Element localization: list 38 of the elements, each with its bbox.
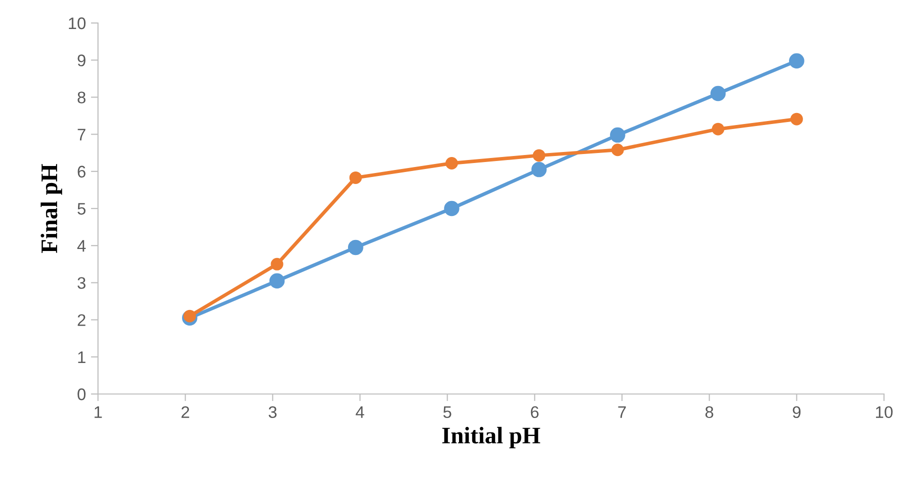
point	[349, 171, 362, 184]
point	[611, 144, 624, 156]
x-tick-label: 7	[618, 406, 626, 418]
point	[712, 122, 724, 136]
point	[270, 258, 284, 270]
y-axis-title: Final pH	[40, 164, 62, 254]
x-tick-label: 9	[792, 406, 801, 418]
y-tick-label: 8	[78, 92, 86, 104]
x-tick-label: 8	[705, 406, 714, 418]
point	[444, 200, 460, 216]
x-tick-label: 5	[443, 406, 452, 418]
point	[269, 273, 285, 288]
y-tick-label: 3	[78, 277, 86, 289]
point	[789, 53, 804, 68]
y-tick-label: 0	[78, 388, 86, 400]
y-tick-label: 5	[78, 203, 86, 215]
point	[790, 112, 803, 126]
x-tick-label: 1	[94, 406, 102, 418]
point	[531, 162, 547, 178]
x-axis-title: Initial pH	[442, 426, 540, 448]
y-tick-label: 6	[78, 166, 86, 178]
x-tick-label: 6	[530, 406, 539, 418]
y-tick-label: 2	[78, 314, 86, 326]
y-tick-label: 7	[78, 128, 86, 140]
point	[710, 86, 726, 102]
x-tick-label: 3	[268, 406, 277, 418]
point	[445, 156, 458, 170]
y-tick-label: 9	[78, 54, 86, 66]
x-tick-label: 10	[876, 406, 893, 418]
point	[532, 149, 546, 162]
point	[610, 127, 626, 143]
y-tick-label: 1	[78, 351, 86, 363]
x-tick-label: 4	[356, 406, 364, 418]
point	[348, 240, 364, 256]
y-tick-label: 10	[68, 17, 86, 30]
y-tick-label: 4	[77, 240, 86, 252]
x-tick-label: 2	[182, 406, 190, 418]
point	[183, 310, 196, 322]
